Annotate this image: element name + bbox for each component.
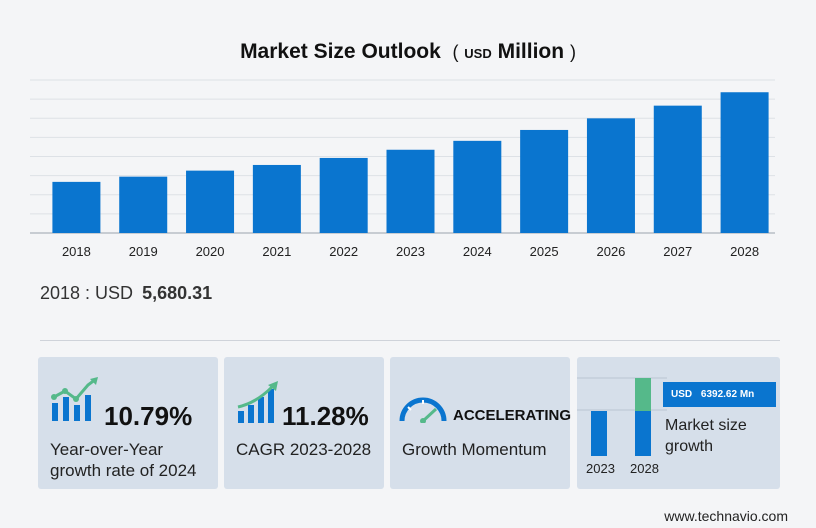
- growth-value-badge: USD 6392.62 Mn: [663, 382, 776, 407]
- x-tick-label: 2026: [596, 244, 625, 259]
- x-tick-label: 2019: [129, 244, 158, 259]
- title-text: Market Size Outlook: [240, 40, 441, 63]
- cagr-desc: CAGR 2023-2028: [236, 440, 372, 459]
- unit-currency: USD: [464, 46, 492, 61]
- cagr-card: 11.28% CAGR 2023-2028: [224, 357, 384, 489]
- speedometer-icon: [399, 397, 447, 423]
- unit-open: (: [452, 42, 459, 62]
- growth-desc-line2: growth: [665, 438, 714, 455]
- momentum-card: ACCELERATING Growth Momentum: [390, 357, 572, 489]
- x-tick-label: 2022: [329, 244, 358, 259]
- yoy-value: 10.79%: [104, 401, 193, 431]
- base-amount: 5,680.31: [142, 283, 213, 303]
- mini-bar-2023: [591, 411, 607, 456]
- bar-2019: [119, 176, 168, 233]
- yoy-desc: Year-over-Year growth rate of 2024: [50, 439, 196, 481]
- bar-chart: 2018 2019 2020 2021 2022 2023 2024 2025 2026 2027…: [30, 79, 775, 259]
- bar-2023: [386, 149, 435, 233]
- section-divider: [40, 340, 780, 341]
- cagr-value: 11.28%: [282, 401, 369, 431]
- bar-2025: [520, 129, 569, 233]
- growth-desc-line1: Market size: [665, 417, 747, 434]
- base-year-value: 2018 : USD 5,680.31: [40, 283, 212, 304]
- momentum-desc: Growth Momentum: [402, 440, 547, 459]
- growth-chart-icon: [51, 377, 98, 421]
- growth-desc: Market size growth: [665, 415, 747, 457]
- growth-mini-chart: [577, 377, 667, 456]
- bar-2024: [453, 140, 502, 233]
- rising-bars-icon: [237, 381, 278, 423]
- yoy-card: 10.79% Year-over-Year growth rate of 202…: [38, 357, 218, 489]
- yoy-desc-line2: growth rate of 2024: [50, 461, 197, 480]
- momentum-status: ACCELERATING: [453, 407, 572, 424]
- bar-2020: [186, 170, 235, 233]
- chart-title: Market Size Outlook ( USD Million ): [0, 40, 816, 64]
- bar-2027: [653, 105, 702, 233]
- badge-unit: USD: [671, 389, 693, 400]
- bar-2018: [52, 181, 101, 233]
- x-tick-label: 2018: [62, 244, 91, 259]
- growth-card: 2023 2028 Market size growth: [577, 357, 780, 489]
- badge-value: 6392.62 Mn: [700, 389, 755, 400]
- x-tick-label: 2027: [663, 244, 692, 259]
- bar-2021: [252, 164, 301, 233]
- unit-scale: Million: [497, 40, 565, 63]
- mini-year-b: 2028: [630, 461, 659, 476]
- footer-site: www.technavio.com: [664, 508, 788, 524]
- yoy-desc-line1: Year-over-Year: [50, 440, 164, 459]
- mini-bar-2028-base: [635, 411, 651, 456]
- x-tick-label: 2023: [396, 244, 425, 259]
- mini-bar-2028-growth: [635, 378, 651, 411]
- bar-2026: [586, 118, 635, 233]
- x-tick-label: 2028: [730, 244, 759, 259]
- x-tick-label: 2021: [262, 244, 291, 259]
- x-tick-label: 2020: [196, 244, 225, 259]
- x-tick-label: 2025: [530, 244, 559, 259]
- unit-close: ): [569, 42, 576, 62]
- mini-year-a: 2023: [586, 461, 615, 476]
- x-tick-label: 2024: [463, 244, 492, 259]
- bar-2028: [720, 92, 769, 234]
- bar-2022: [319, 157, 368, 233]
- base-label: 2018 : USD: [40, 283, 134, 303]
